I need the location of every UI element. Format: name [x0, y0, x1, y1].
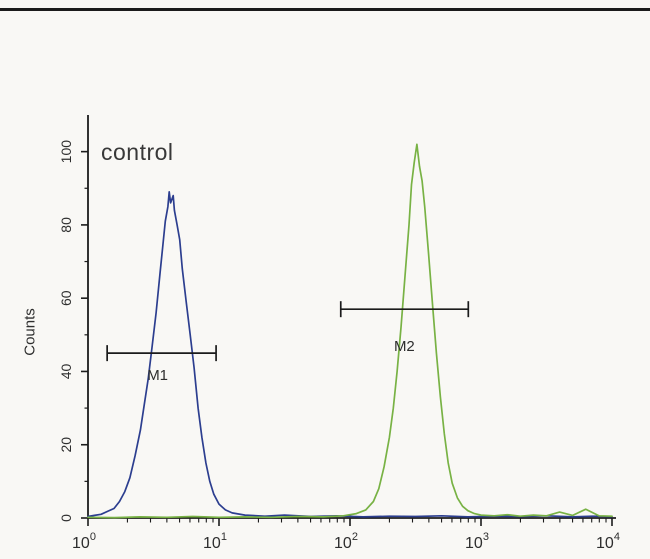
y-tick-label: 100: [58, 140, 74, 164]
x-tick-label: 100: [72, 531, 96, 552]
x-tick-label: 103: [465, 531, 489, 552]
x-tick-label: 101: [203, 531, 227, 552]
y-axis-label: Counts: [21, 308, 39, 356]
series-control-peak-blue: [87, 191, 613, 518]
y-tick-label: 0: [58, 514, 74, 522]
y-tick-label: 80: [58, 217, 74, 233]
series-sample-peak-green: [87, 143, 613, 519]
top-rule: [0, 8, 650, 11]
x-tick-label: 104: [596, 531, 620, 552]
y-tick-label: 60: [58, 290, 74, 306]
chart-title: control: [101, 139, 174, 165]
y-tick-label: 40: [58, 363, 74, 379]
x-tick-label: 102: [334, 531, 358, 552]
y-tick-label: 20: [58, 437, 74, 453]
gate-label-M2: M2: [394, 338, 415, 355]
gate-label-M1: M1: [147, 367, 168, 384]
